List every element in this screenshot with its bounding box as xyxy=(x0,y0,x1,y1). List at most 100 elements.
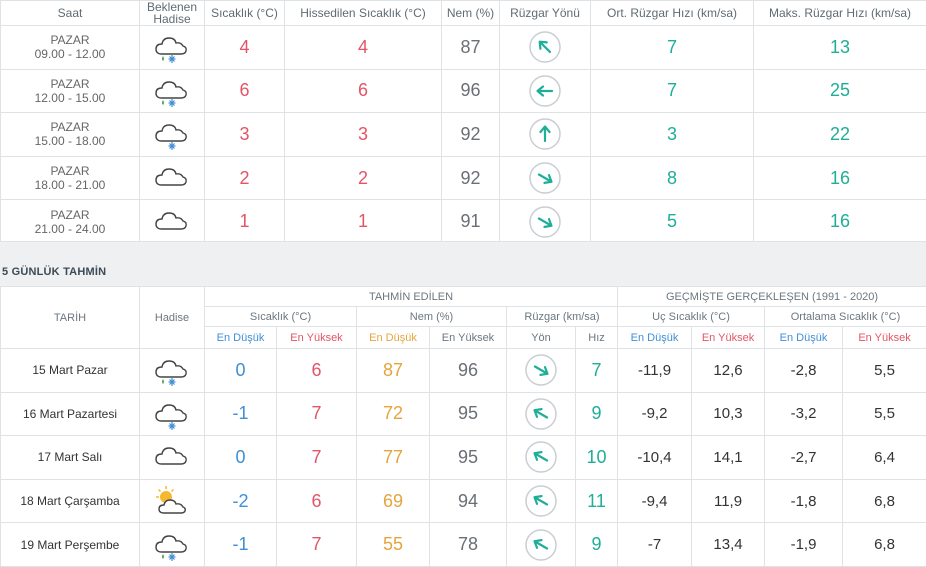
wind-arrow-icon xyxy=(500,161,590,195)
max-wind-speed: 13 xyxy=(753,25,926,70)
hourly-row: PAZAR 09.00 - 12.00 4 4 87 7 13 xyxy=(0,25,926,70)
avg-wind-speed: 7 xyxy=(590,25,754,70)
rain-snow-cloud-icon xyxy=(140,30,204,64)
weather-icon-cell xyxy=(139,112,205,157)
avg-max: 5,5 xyxy=(842,391,926,437)
avg-max: 6,8 xyxy=(842,522,926,567)
section-title: 5 GÜNLÜK TAHMİN xyxy=(2,266,107,278)
avg-min: -2,8 xyxy=(764,348,844,393)
humidity-max: 78 xyxy=(429,522,507,567)
avg-wind-speed: 7 xyxy=(590,68,754,114)
extreme-min: -7 xyxy=(617,522,693,567)
rain-snow-cloud-icon xyxy=(140,353,204,387)
temp-max: 7 xyxy=(276,522,357,567)
hourly-row: PAZAR 12.00 - 15.00 6 6 96 7 25 xyxy=(0,68,926,114)
snow-cloud-icon xyxy=(140,117,204,151)
hourly-row: PAZAR 21.00 - 24.00 1 1 91 5 16 xyxy=(0,199,926,244)
time-slot: PAZAR 18.00 - 21.00 xyxy=(0,155,140,201)
humidity: 92 xyxy=(441,112,500,157)
max-wind-speed: 16 xyxy=(753,155,926,201)
wind-direction xyxy=(499,112,591,157)
wind-speed: 7 xyxy=(574,348,619,393)
temperature: 2 xyxy=(204,155,285,201)
extreme-max: 12,6 xyxy=(691,348,766,393)
header-temp-max: En Yüksek xyxy=(276,326,357,349)
time-slot: PAZAR 09.00 - 12.00 xyxy=(0,25,140,70)
feels-like: 6 xyxy=(284,68,442,114)
header-tarih: TARİH xyxy=(0,286,140,349)
header-ort-sicaklik: Ortalama Sıcaklık (°C) xyxy=(764,306,926,327)
header-hissedilen: Hissedilen Sıcaklık (°C) xyxy=(284,0,442,26)
avg-max: 5,5 xyxy=(842,348,926,393)
avg-min: -2,7 xyxy=(764,435,844,480)
day-label: PAZAR xyxy=(50,76,90,91)
temperature: 3 xyxy=(204,112,285,157)
wind-speed: 9 xyxy=(574,522,619,567)
temp-min: -1 xyxy=(204,391,277,437)
extreme-min: -9,4 xyxy=(617,478,693,524)
feels-like: 3 xyxy=(284,112,442,157)
wind-direction xyxy=(506,435,576,480)
time-range: 09.00 - 12.00 xyxy=(34,47,106,62)
daily-row: 18 Mart Çarşamba -2 6 69 94 11 -9,4 11,9 -1,8 6,8 xyxy=(0,478,926,524)
day-label: PAZAR xyxy=(50,164,90,179)
rain-snow-cloud-icon xyxy=(140,528,204,562)
humidity: 87 xyxy=(441,25,500,70)
header-nem: Nem (%) xyxy=(356,306,507,327)
section-band: 5 GÜNLÜK TAHMİN xyxy=(0,241,926,286)
avg-max: 6,8 xyxy=(842,478,926,524)
time-range: 21.00 - 24.00 xyxy=(34,221,106,236)
wind-direction xyxy=(506,391,576,437)
humidity-min: 87 xyxy=(356,348,430,393)
temperature: 6 xyxy=(204,68,285,114)
humidity-min: 77 xyxy=(356,435,430,480)
temp-min: 0 xyxy=(204,435,277,480)
weather-icon-cell xyxy=(139,25,205,70)
weather-icon-cell xyxy=(139,391,205,437)
daily-row: 16 Mart Pazartesi -1 7 72 95 9 -9,2 10,3 -3,2 5,5 xyxy=(0,391,926,437)
date: 15 Mart Pazar xyxy=(0,348,140,393)
temp-min: -1 xyxy=(204,522,277,567)
time-slot: PAZAR 15.00 - 18.00 xyxy=(0,112,140,157)
hourly-row: PAZAR 18.00 - 21.00 2 2 92 8 16 xyxy=(0,155,926,201)
wind-direction xyxy=(506,522,576,567)
date: 19 Mart Perşembe xyxy=(0,522,140,567)
header-uc-sicaklik: Uç Sıcaklık (°C) xyxy=(617,306,766,327)
date: 18 Mart Çarşamba xyxy=(0,478,140,524)
date: 17 Mart Salı xyxy=(0,435,140,480)
temp-min: 0 xyxy=(204,348,277,393)
daily-row: 19 Mart Perşembe -1 7 55 78 9 -7 13,4 -1,9 6,8 xyxy=(0,522,926,567)
humidity: 96 xyxy=(441,68,500,114)
weather-icon-cell xyxy=(139,478,205,524)
avg-wind-speed: 5 xyxy=(590,199,754,244)
extreme-max: 11,9 xyxy=(691,478,766,524)
avg-min: -3,2 xyxy=(764,391,844,437)
header-ext-min: En Düşük xyxy=(617,326,693,349)
weather-icon-cell xyxy=(139,435,205,480)
weather-icon-cell xyxy=(139,155,205,201)
temp-max: 7 xyxy=(276,435,357,480)
extreme-max: 13,4 xyxy=(691,522,766,567)
avg-wind-speed: 3 xyxy=(590,112,754,157)
extreme-min: -10,4 xyxy=(617,435,693,480)
header-hadise: Hadise xyxy=(139,286,205,349)
time-slot: PAZAR 12.00 - 15.00 xyxy=(0,68,140,114)
header-tahmin-edilen: TAHMİN EDİLEN xyxy=(203,286,619,307)
wind-arrow-icon xyxy=(507,353,575,387)
day-label: PAZAR xyxy=(50,33,90,48)
humidity-min: 72 xyxy=(356,391,430,437)
header-temp-min: En Düşük xyxy=(204,326,277,349)
header-avg-max: En Yüksek xyxy=(842,326,926,349)
header-hadise: Beklenen Hadise xyxy=(139,0,205,26)
temp-max: 6 xyxy=(276,478,357,524)
humidity-max: 94 xyxy=(429,478,507,524)
weather-icon-cell xyxy=(139,348,205,393)
hourly-row: PAZAR 15.00 - 18.00 3 3 92 3 22 xyxy=(0,112,926,157)
humidity-max: 95 xyxy=(429,435,507,480)
header-hum-min: En Düşük xyxy=(356,326,430,349)
wind-direction xyxy=(499,199,591,244)
avg-min: -1,8 xyxy=(764,478,844,524)
daily-forecast-table: TARİH Hadise TAHMİN EDİLEN GEÇMİŞTE GERÇ… xyxy=(0,286,926,567)
extreme-max: 14,1 xyxy=(691,435,766,480)
max-wind-speed: 16 xyxy=(753,199,926,244)
